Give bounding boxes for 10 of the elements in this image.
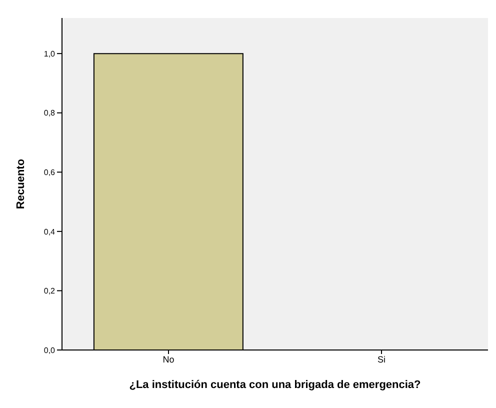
y-axis-title: Recuento (14, 158, 27, 210)
y-tick-label: 0,2 (44, 286, 56, 296)
x-tick-label: No (162, 354, 174, 364)
y-tick-label: 0,0 (44, 346, 56, 355)
y-tick-label: 1,0 (44, 49, 56, 58)
y-tick-label: 0,4 (44, 227, 56, 236)
y-tick-label: 0,8 (44, 108, 56, 118)
y-tick-label: 0,6 (44, 168, 56, 177)
x-axis-title: ¿La institución cuenta con una brigada de emergencia? (129, 379, 422, 391)
x-tick-label: Si (377, 354, 386, 364)
